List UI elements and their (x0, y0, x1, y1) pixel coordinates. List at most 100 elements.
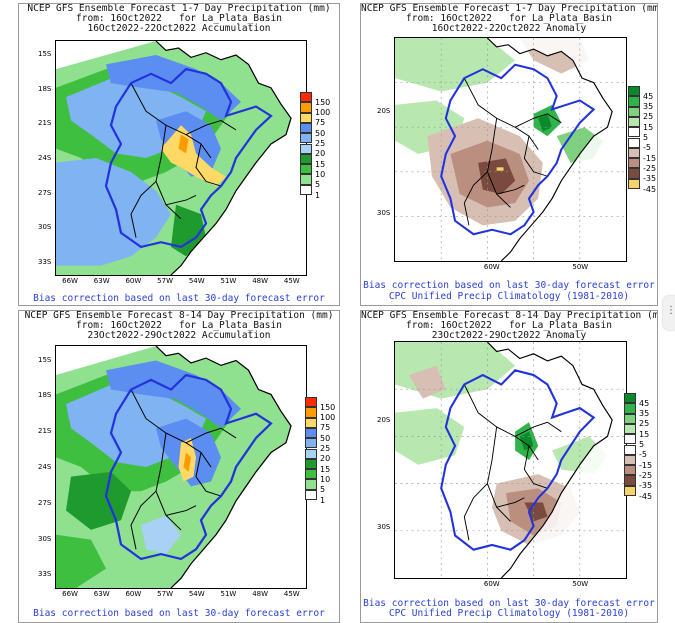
legend-label: 15 (639, 429, 650, 439)
legend-label: 5 (643, 133, 649, 142)
precipitation-map (55, 345, 307, 589)
legend-swatch (305, 479, 317, 490)
legend-swatch (300, 164, 312, 175)
legend-swatch (624, 444, 636, 455)
legend-swatch (624, 485, 636, 496)
panel-caption: Bias correction based on last 30-day for… (363, 280, 655, 291)
longitude-label: 60W (125, 590, 142, 598)
precipitation-map (394, 341, 627, 579)
legend-label: 10 (320, 474, 331, 484)
legend-label: 45 (639, 398, 650, 408)
latitude-label: 15S (38, 50, 52, 59)
legend-swatch (628, 137, 640, 148)
panel-title: NCEP GFS Ensemble Forecast 8-14 Day Prec… (361, 311, 657, 341)
legend-swatch (628, 147, 640, 159)
latitude-label: 20S (377, 107, 391, 116)
legend-label: 75 (320, 423, 331, 433)
latitude-label: 30S (38, 534, 52, 543)
longitude-label: 63W (93, 590, 110, 598)
legend-swatch (300, 184, 312, 195)
latitude-label: 21S (38, 119, 52, 128)
legend-label: 35 (643, 102, 654, 112)
legend-swatch (628, 96, 640, 107)
legend-label: -15 (643, 153, 657, 163)
legend-label: -15 (639, 460, 653, 470)
side-scroll-handle[interactable]: ⋮ (663, 296, 675, 330)
map-canvas (395, 38, 626, 261)
legend-swatch (628, 178, 640, 189)
panel-8-14-day-anomaly: NCEP GFS Ensemble Forecast 8-14 Day Prec… (360, 310, 658, 623)
legend-swatch (628, 106, 640, 117)
longitude-label: 63W (93, 277, 110, 285)
legend-label: -45 (639, 491, 653, 501)
map-canvas (56, 346, 306, 588)
panel-caption: CPC Unified Precip Climatology (1981-201… (388, 291, 630, 302)
title-line: 16Oct2022-22Oct2022 Anomaly (431, 23, 587, 34)
legend-label: 15 (320, 464, 331, 474)
legend-label: -45 (643, 184, 657, 194)
legend-swatch (628, 116, 640, 128)
latitude-label: 24S (38, 463, 52, 471)
legend-swatch (305, 427, 317, 439)
legend-swatch (628, 127, 640, 138)
legend-swatch (305, 458, 317, 470)
legend-label: -25 (643, 163, 657, 173)
panel-1-7-day-accumulation: NCEP GFS Ensemble Forecast 1-7 Day Preci… (18, 3, 340, 306)
legend-label: -5 (643, 143, 651, 153)
title-line: 16Oct2022-22Oct2022 Accumulation (87, 23, 271, 34)
legend-label: 15 (643, 122, 654, 132)
legend-label: -5 (639, 450, 647, 460)
panel-caption: Bias correction based on last 30-day for… (33, 293, 325, 304)
longitude-label: 50W (572, 580, 589, 588)
legend-swatch (624, 393, 636, 404)
longitude-label: 51W (220, 277, 237, 285)
panel-8-14-day-accumulation: NCEP GFS Ensemble Forecast 8-14 Day Prec… (18, 310, 340, 623)
legend-label: 50 (315, 128, 326, 138)
legend-label: 150 (320, 402, 336, 412)
longitude-label: 54W (188, 590, 205, 598)
legend-label: 15 (315, 159, 326, 169)
legend-swatch (300, 112, 312, 123)
latitude-label: 20S (377, 415, 391, 424)
legend-label: 100 (320, 413, 336, 423)
panel-caption: CPC Unified Precip Climatology (1981-201… (388, 608, 630, 619)
legend-swatch (300, 102, 312, 113)
map-canvas (56, 41, 306, 275)
latitude-label: 18S (38, 391, 52, 400)
legend-swatch (624, 454, 636, 466)
legend-label: 20 (315, 149, 326, 159)
legend-swatch (305, 417, 317, 428)
legend-label: 35 (639, 409, 650, 419)
latitude-label: 33S (38, 570, 52, 579)
precipitation-map (394, 37, 627, 262)
legend-label: 5 (639, 440, 645, 449)
legend-label: 100 (315, 108, 331, 118)
legend-swatch (628, 168, 640, 179)
legend-swatch (305, 407, 317, 418)
legend-swatch (305, 489, 317, 500)
legend-label: 5 (320, 485, 326, 495)
latitude-label: 33S (38, 257, 52, 266)
longitude-label: 57W (157, 590, 173, 598)
precipitation-map (55, 40, 307, 276)
legend-label: 25 (315, 139, 326, 148)
longitude-label: 50W (572, 263, 589, 271)
legend-swatch (300, 133, 312, 144)
longitude-label: 51W (220, 590, 237, 598)
legend-swatch (300, 122, 312, 134)
legend-label: 45 (643, 91, 654, 101)
legend-swatch (305, 438, 317, 449)
longitude-label: 60W (483, 263, 500, 271)
latitude-label: 30S (377, 208, 391, 217)
longitude-label: 48W (252, 590, 269, 598)
panel-caption: Bias correction based on last 30-day for… (363, 598, 655, 609)
legend-label: 10 (315, 169, 326, 179)
panel-title: NCEP GFS Ensemble Forecast 1-7 Day Preci… (361, 4, 657, 34)
map-canvas (395, 342, 626, 578)
latitude-label: 18S (38, 84, 52, 93)
title-line: from: 16Oct2022 for La_Plata_Basin (406, 13, 612, 24)
title-line: 23Oct2022-29Oct2022 Anomaly (431, 330, 587, 341)
title-line: NCEP GFS Ensemble Forecast 1-7 Day Preci… (27, 3, 331, 14)
panel-title: NCEP GFS Ensemble Forecast 8-14 Day Prec… (19, 311, 339, 341)
panel-title: NCEP GFS Ensemble Forecast 1-7 Day Preci… (19, 4, 339, 34)
